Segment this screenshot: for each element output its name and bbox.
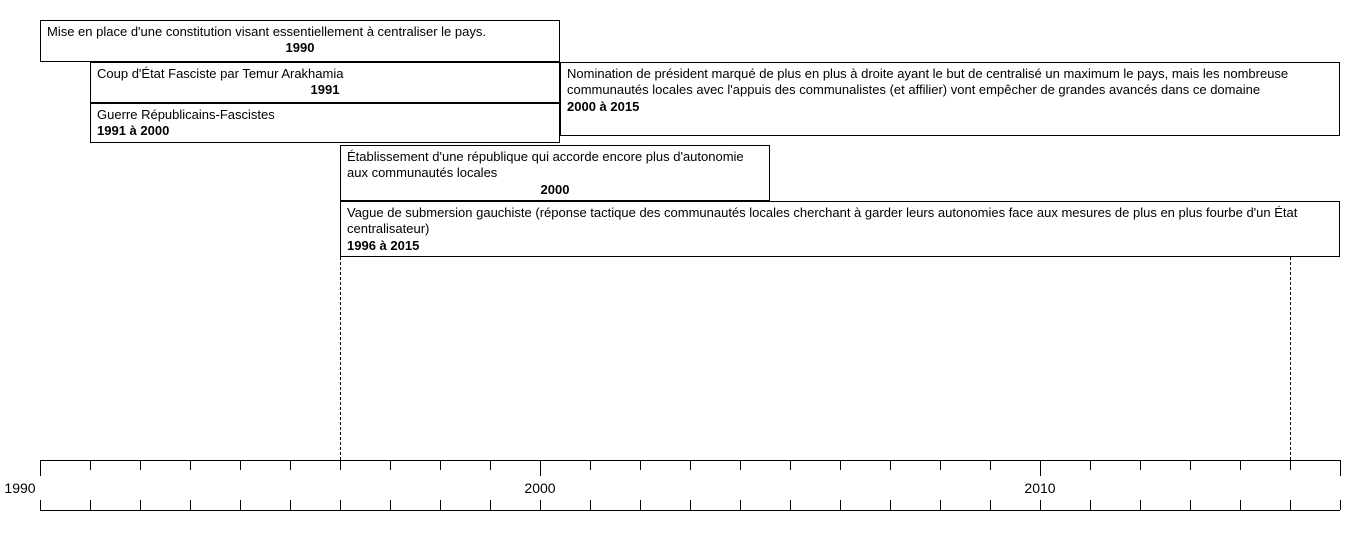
axis-tick-minor bbox=[890, 460, 891, 470]
axis-tick-minor bbox=[1090, 460, 1091, 470]
axis-tick-minor bbox=[90, 460, 91, 470]
axis-tick-minor bbox=[1240, 460, 1241, 470]
axis-tick-minor bbox=[390, 460, 391, 470]
axis-tick-minor bbox=[490, 460, 491, 470]
axis-tick-minor bbox=[990, 460, 991, 470]
axis-lower-rule bbox=[40, 510, 1340, 511]
axis-lower-tick bbox=[590, 500, 591, 510]
axis-tick-major bbox=[1340, 460, 1341, 476]
axis-lower-tick bbox=[740, 500, 741, 510]
axis-lower-tick bbox=[540, 500, 541, 510]
axis-tick-major bbox=[540, 460, 541, 476]
axis-lower-tick bbox=[140, 500, 141, 510]
ev-coup: Coup d'État Fasciste par Temur Arakhamia… bbox=[90, 62, 560, 103]
ev-vague-desc: Vague de submersion gauchiste (réponse t… bbox=[347, 205, 1333, 238]
axis-lower-tick bbox=[690, 500, 691, 510]
ev-constitution-desc: Mise en place d'une constitution visant … bbox=[47, 24, 553, 40]
ev-coup-desc: Coup d'État Fasciste par Temur Arakhamia bbox=[97, 66, 553, 82]
axis-tick-minor bbox=[340, 460, 341, 470]
ev-republique-desc: Établissement d'une république qui accor… bbox=[347, 149, 763, 182]
axis-tick-minor bbox=[1140, 460, 1141, 470]
axis-tick-minor bbox=[840, 460, 841, 470]
axis-lower-tick bbox=[840, 500, 841, 510]
axis-lower-tick bbox=[440, 500, 441, 510]
axis-lower-tick bbox=[90, 500, 91, 510]
axis-tick-minor bbox=[940, 460, 941, 470]
axis-tick-minor bbox=[240, 460, 241, 470]
axis-lower-tick bbox=[640, 500, 641, 510]
ev-nominations: Nomination de président marqué de plus e… bbox=[560, 62, 1340, 136]
timeline-axis: 199020002010 bbox=[40, 460, 1340, 520]
timeline-guide bbox=[1290, 257, 1291, 460]
timeline-guide bbox=[340, 257, 341, 460]
axis-lower-tick bbox=[1240, 500, 1241, 510]
axis-lower-tick bbox=[1140, 500, 1141, 510]
axis-tick-minor bbox=[440, 460, 441, 470]
ev-vague: Vague de submersion gauchiste (réponse t… bbox=[340, 201, 1340, 257]
ev-nominations-desc: Nomination de président marqué de plus e… bbox=[567, 66, 1333, 99]
axis-lower-tick bbox=[290, 500, 291, 510]
axis-lower-tick bbox=[1190, 500, 1191, 510]
axis-lower-tick bbox=[940, 500, 941, 510]
axis-lower-tick bbox=[190, 500, 191, 510]
ev-guerre: Guerre Républicains-Fascistes1991 à 2000 bbox=[90, 103, 560, 143]
axis-tick-minor bbox=[640, 460, 641, 470]
axis-lower-tick bbox=[390, 500, 391, 510]
axis-label: 2010 bbox=[1024, 480, 1055, 496]
axis-lower-tick bbox=[240, 500, 241, 510]
axis-lower-tick bbox=[1090, 500, 1091, 510]
axis-lower-tick bbox=[790, 500, 791, 510]
axis-lower-tick bbox=[1340, 500, 1341, 510]
axis-tick-minor bbox=[740, 460, 741, 470]
axis-tick-major bbox=[1040, 460, 1041, 476]
axis-lower-tick bbox=[1040, 500, 1041, 510]
axis-tick-minor bbox=[190, 460, 191, 470]
ev-vague-date: 1996 à 2015 bbox=[347, 238, 1333, 254]
axis-label: 2000 bbox=[524, 480, 555, 496]
axis-tick-minor bbox=[290, 460, 291, 470]
ev-constitution-date: 1990 bbox=[47, 40, 553, 56]
ev-republique-date: 2000 bbox=[347, 182, 763, 198]
axis-tick-minor bbox=[790, 460, 791, 470]
axis-lower-tick bbox=[890, 500, 891, 510]
axis-lower-tick bbox=[40, 500, 41, 510]
axis-tick-minor bbox=[690, 460, 691, 470]
axis-lower-tick bbox=[490, 500, 491, 510]
ev-guerre-desc: Guerre Républicains-Fascistes bbox=[97, 107, 553, 123]
axis-tick-minor bbox=[1190, 460, 1191, 470]
axis-lower-tick bbox=[1290, 500, 1291, 510]
axis-label: 1990 bbox=[4, 480, 35, 496]
axis-tick-minor bbox=[590, 460, 591, 470]
axis-tick-minor bbox=[140, 460, 141, 470]
ev-republique: Établissement d'une république qui accor… bbox=[340, 145, 770, 201]
axis-lower-tick bbox=[340, 500, 341, 510]
ev-coup-date: 1991 bbox=[97, 82, 553, 98]
ev-constitution: Mise en place d'une constitution visant … bbox=[40, 20, 560, 62]
ev-guerre-date: 1991 à 2000 bbox=[97, 123, 553, 139]
axis-tick-minor bbox=[1290, 460, 1291, 470]
ev-nominations-date: 2000 à 2015 bbox=[567, 99, 1333, 115]
timeline-canvas: Mise en place d'une constitution visant … bbox=[0, 0, 1356, 542]
axis-tick-major bbox=[40, 460, 41, 476]
axis-lower-tick bbox=[990, 500, 991, 510]
